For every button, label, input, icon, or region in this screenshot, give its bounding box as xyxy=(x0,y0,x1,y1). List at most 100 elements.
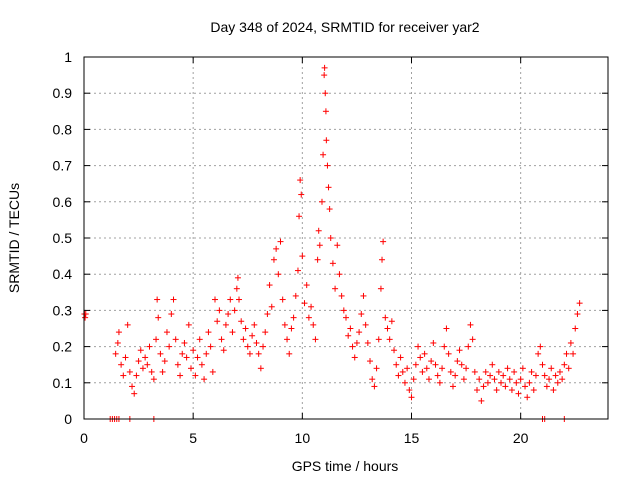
data-point xyxy=(137,347,144,354)
data-point xyxy=(491,376,498,383)
data-point xyxy=(179,350,186,357)
data-point xyxy=(515,390,522,397)
data-point xyxy=(270,256,277,263)
data-point xyxy=(572,325,579,332)
data-point xyxy=(192,372,199,379)
data-point xyxy=(296,213,303,220)
data-point xyxy=(439,365,446,372)
data-point xyxy=(530,387,537,394)
data-point xyxy=(362,321,369,328)
x-tick-label: 0 xyxy=(80,430,88,446)
data-point xyxy=(324,162,331,169)
data-point xyxy=(122,354,129,361)
data-point xyxy=(240,336,247,343)
data-point xyxy=(166,343,173,350)
data-point xyxy=(373,365,380,372)
data-point xyxy=(415,343,422,350)
data-point xyxy=(150,376,157,383)
data-point xyxy=(391,347,398,354)
data-point xyxy=(244,343,251,350)
data-point xyxy=(292,292,299,299)
data-point xyxy=(315,227,322,234)
data-point xyxy=(358,311,365,318)
data-point xyxy=(268,303,275,310)
data-point xyxy=(262,329,269,336)
data-point xyxy=(135,358,142,365)
data-point xyxy=(332,285,339,292)
data-point xyxy=(541,372,548,379)
data-point xyxy=(203,350,210,357)
data-point xyxy=(386,336,393,343)
y-tick-label: 0.5 xyxy=(53,230,73,246)
data-point xyxy=(432,361,439,368)
data-point xyxy=(478,397,485,404)
y-tick-label: 0.3 xyxy=(53,302,73,318)
data-point xyxy=(275,271,282,278)
x-tick-label: 5 xyxy=(189,430,197,446)
data-point xyxy=(476,376,483,383)
data-point xyxy=(229,329,236,336)
data-point xyxy=(212,296,218,303)
data-point xyxy=(290,314,297,321)
data-point xyxy=(251,321,258,328)
data-point xyxy=(482,368,489,375)
data-point xyxy=(552,372,559,379)
data-point xyxy=(284,336,291,343)
data-point xyxy=(129,383,136,390)
axis-ticks: 00.10.20.30.40.50.60.70.80.910 5 10 15 20 xyxy=(53,49,608,446)
data-point xyxy=(205,329,212,336)
data-point xyxy=(456,347,463,354)
y-axis-label: SRMTID / TECUs xyxy=(6,183,22,293)
data-point xyxy=(312,336,319,343)
data-point xyxy=(517,376,524,383)
data-point xyxy=(449,383,456,390)
data-point xyxy=(329,260,336,267)
data-point xyxy=(364,339,371,346)
data-point xyxy=(550,387,557,394)
data-point xyxy=(146,343,153,350)
data-point xyxy=(260,343,267,350)
data-point xyxy=(537,343,544,350)
data-point xyxy=(323,137,330,144)
data-point xyxy=(124,321,131,328)
x-tick-label: 20 xyxy=(513,430,529,446)
data-point xyxy=(144,361,151,368)
data-point xyxy=(554,379,561,386)
data-point xyxy=(196,336,203,343)
data-point xyxy=(556,368,563,375)
data-point xyxy=(543,383,550,390)
data-point xyxy=(231,307,238,314)
data-point xyxy=(222,321,229,328)
data-point xyxy=(320,151,327,158)
data-point xyxy=(430,339,437,346)
data-point xyxy=(443,325,450,332)
data-point xyxy=(209,368,216,375)
data-point xyxy=(565,365,572,372)
data-point xyxy=(298,191,305,198)
data-point xyxy=(524,394,531,401)
data-point xyxy=(576,300,583,307)
data-point xyxy=(190,347,197,354)
y-tick-label: 0.7 xyxy=(53,158,73,174)
data-point xyxy=(375,336,382,343)
data-point xyxy=(318,198,325,205)
data-point xyxy=(264,311,271,318)
data-point xyxy=(174,361,181,368)
data-point xyxy=(227,296,234,303)
data-point xyxy=(406,387,413,394)
data-point xyxy=(279,296,286,303)
data-point xyxy=(326,206,333,213)
data-point xyxy=(508,387,515,394)
data-point xyxy=(168,311,175,318)
data-point xyxy=(399,368,406,375)
data-point xyxy=(532,372,539,379)
data-point xyxy=(172,336,179,343)
data-point xyxy=(343,314,349,321)
data-point xyxy=(155,314,162,321)
y-tick-label: 0.2 xyxy=(53,339,73,355)
data-point xyxy=(255,350,262,357)
data-point xyxy=(301,300,308,307)
data-point xyxy=(157,350,164,357)
data-points xyxy=(81,64,583,422)
data-point xyxy=(187,365,194,372)
